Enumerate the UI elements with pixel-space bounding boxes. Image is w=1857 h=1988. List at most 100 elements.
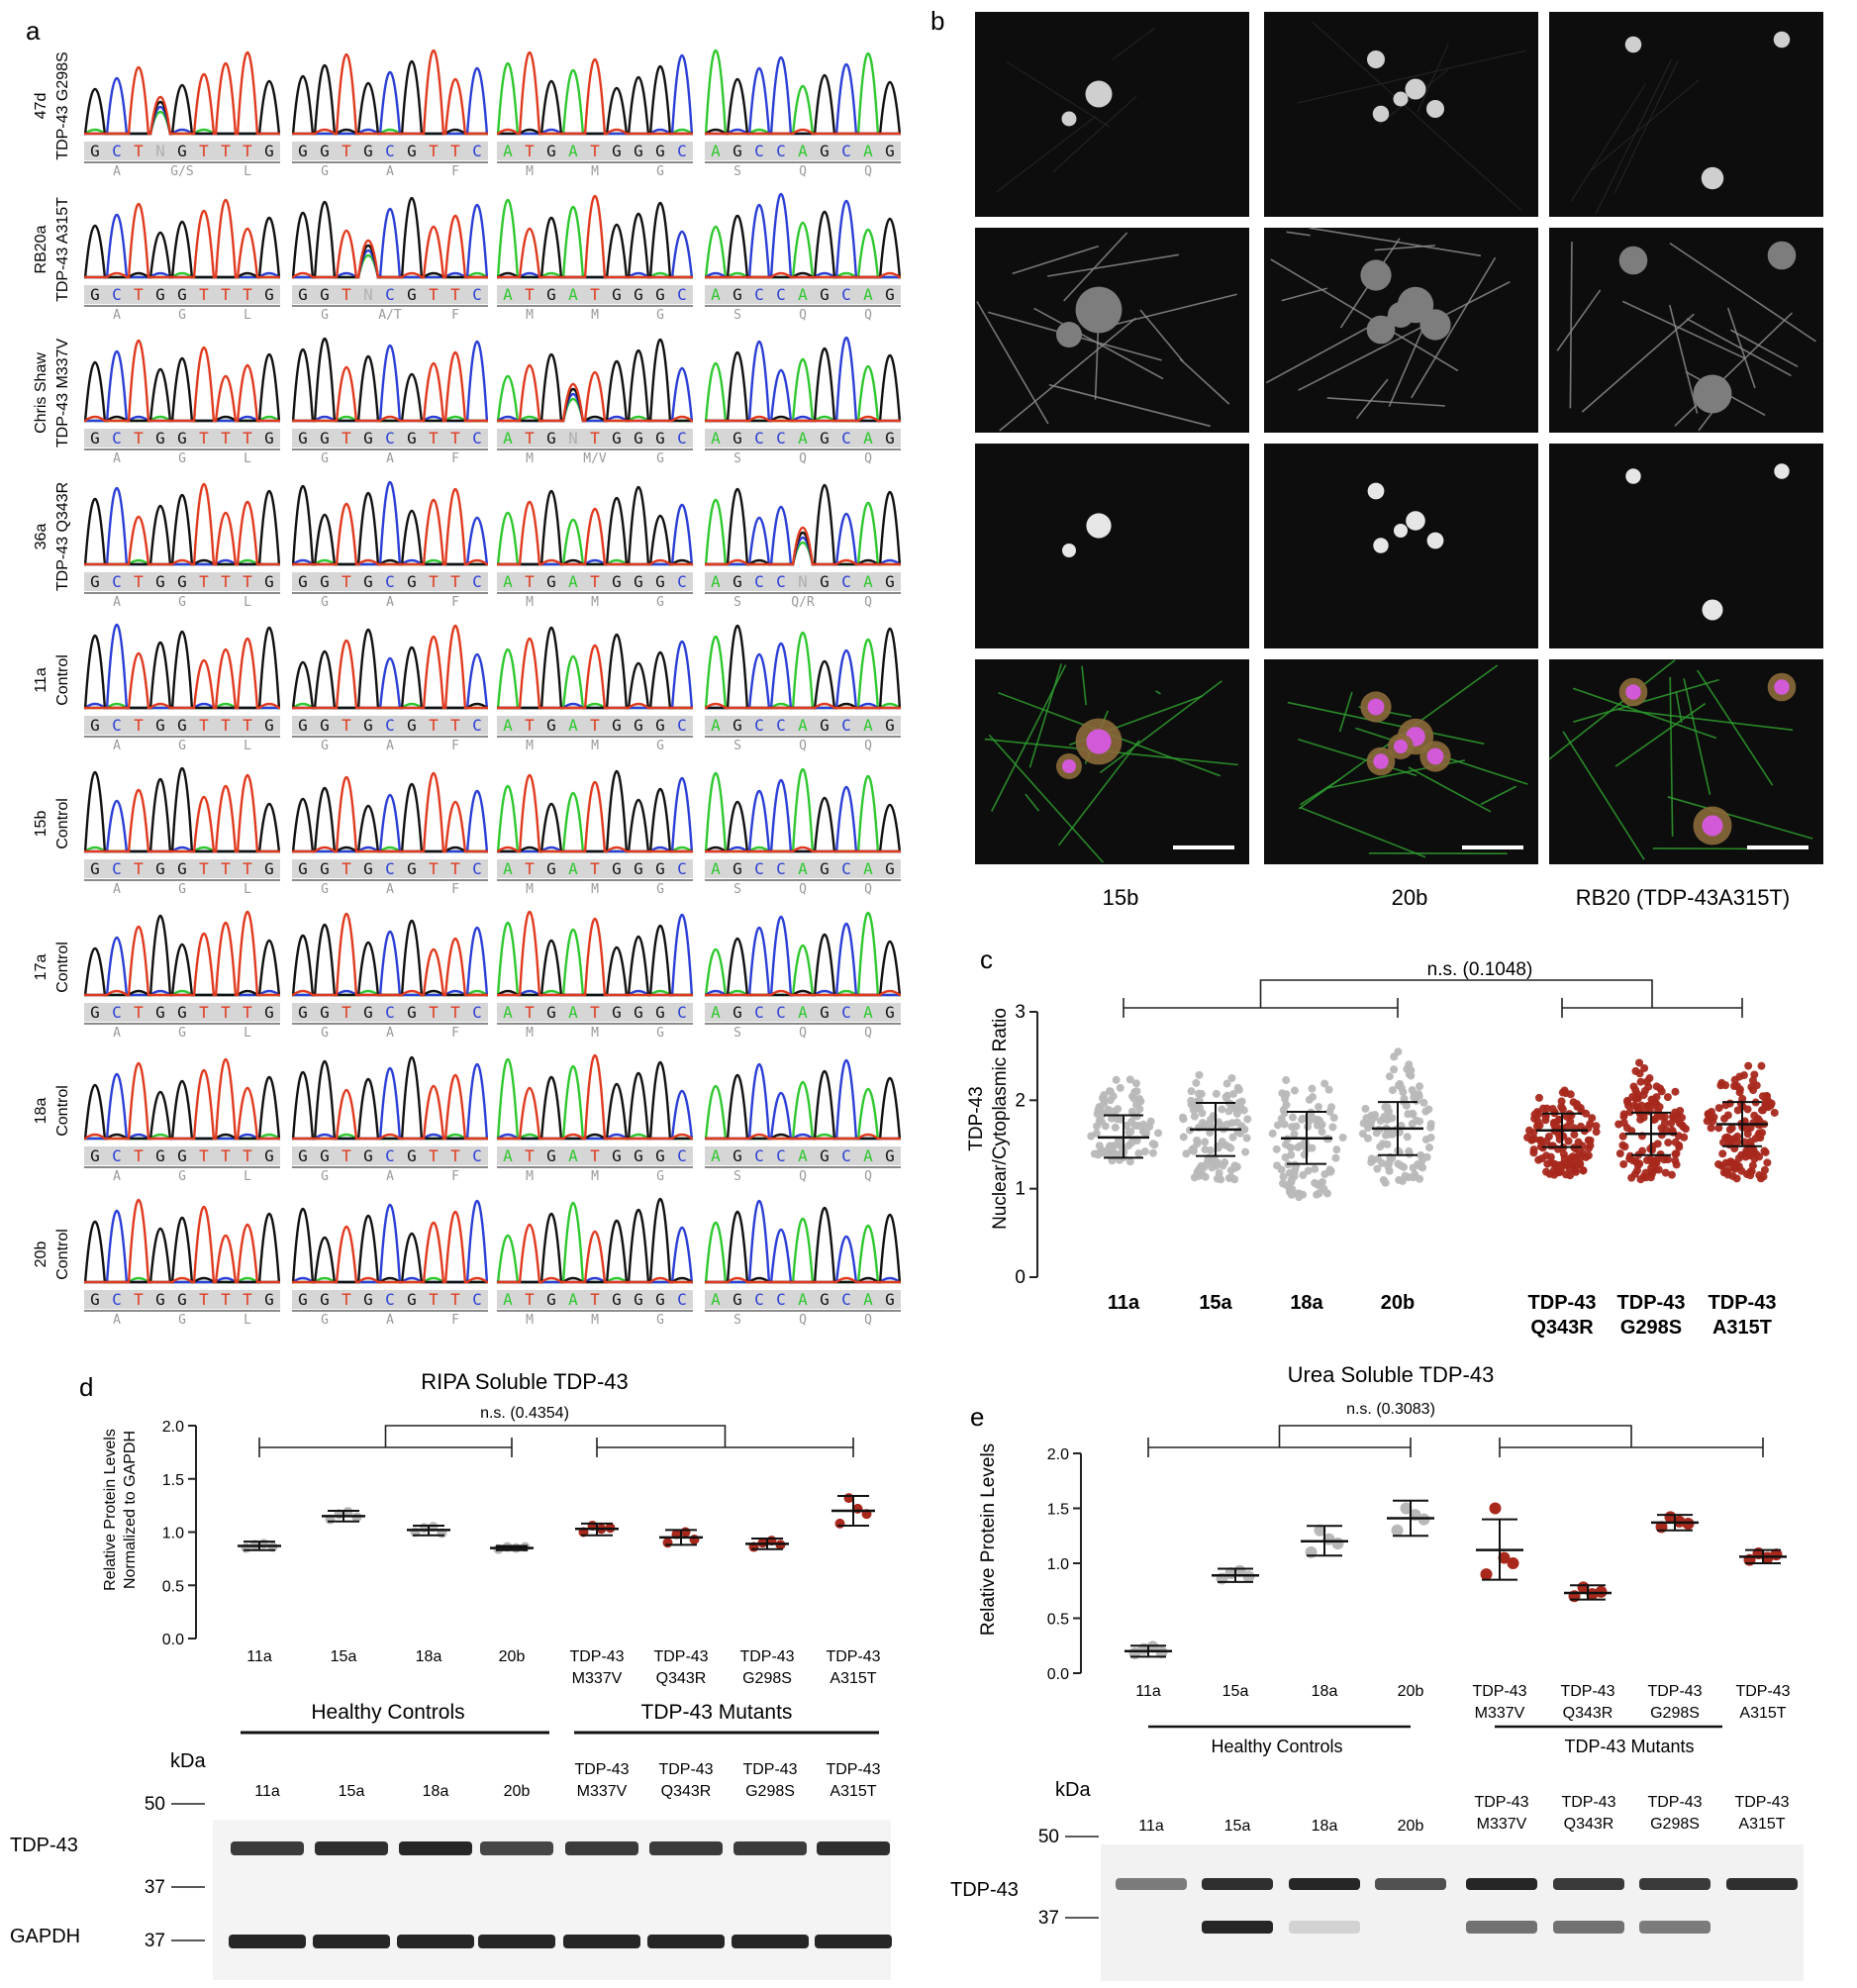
data-point	[1761, 1096, 1770, 1105]
base-call: G	[634, 859, 643, 878]
neurite	[1355, 378, 1389, 420]
data-point	[1657, 1112, 1666, 1121]
base-call: G	[733, 1146, 742, 1165]
base-call: G	[733, 429, 742, 447]
base-call: G	[264, 1003, 274, 1022]
x-tick-label: A315T	[1739, 1705, 1786, 1722]
data-point	[1729, 1163, 1738, 1172]
x-tick-label: 20b	[1381, 1292, 1415, 1314]
lane-label: 15a	[1224, 1818, 1251, 1835]
base-call: A	[568, 859, 578, 878]
y-axis-label-e-1: Relative Protein Levels	[978, 1443, 999, 1636]
amino-acid: Q	[864, 164, 872, 179]
amino-acid: G	[178, 308, 186, 323]
base-call: G	[177, 572, 187, 591]
base-call: A	[711, 1290, 721, 1309]
cell-nucleus	[1774, 463, 1790, 479]
base-call: C	[776, 716, 786, 735]
sample-name: Chris Shaw	[33, 352, 49, 434]
base-call: C	[754, 716, 764, 735]
base-call: G	[264, 716, 274, 735]
data-point	[1730, 1075, 1739, 1084]
amino-acid: F	[451, 308, 459, 323]
chromatogram-trace	[496, 374, 693, 423]
amino-acid: S	[733, 1026, 741, 1041]
chromatogram-trace	[705, 624, 902, 710]
data-point	[1390, 1065, 1399, 1074]
data-point	[1647, 1095, 1656, 1104]
data-point	[1748, 1161, 1757, 1170]
base-call: C	[841, 716, 851, 735]
data-point	[1725, 1126, 1734, 1135]
panel-letter-a: a	[26, 16, 41, 46]
blot-membrane	[1101, 1844, 1804, 1981]
base-call: T	[429, 1290, 439, 1309]
chromatogram-trace	[705, 845, 901, 853]
base-call: A	[863, 572, 873, 591]
base-call: T	[199, 142, 209, 160]
base-call: C	[841, 1003, 851, 1022]
base-call: A	[798, 1146, 808, 1165]
data-point	[1421, 1136, 1430, 1144]
neurite	[1669, 242, 1816, 343]
amino-acid: Q	[864, 1026, 872, 1041]
blot-band	[649, 1841, 723, 1855]
base-call: G	[298, 429, 308, 447]
sample-genotype: Control	[54, 942, 71, 993]
amino-acid: M	[591, 1169, 599, 1184]
x-tick-label: Q343R	[1530, 1317, 1594, 1339]
data-point	[1639, 1113, 1648, 1122]
data-point	[1402, 1101, 1411, 1110]
band-label: TDP-43	[10, 1835, 78, 1856]
data-point	[1378, 1158, 1387, 1167]
amino-acid: Q	[864, 1313, 872, 1328]
sequence-bar	[497, 859, 693, 878]
neurite	[1697, 669, 1774, 786]
data-point	[1224, 1173, 1233, 1182]
amino-acid: M	[591, 595, 599, 610]
base-call: G	[320, 716, 330, 735]
chromatogram-trace	[292, 66, 489, 136]
base-call: G	[155, 1290, 165, 1309]
neurite	[1683, 678, 1711, 795]
data-point	[1097, 1117, 1106, 1126]
base-call: G	[320, 429, 330, 447]
cell-soma	[1388, 302, 1414, 328]
base-call: T	[450, 1146, 460, 1165]
chromatogram-trace	[292, 912, 488, 997]
data-point	[1131, 1079, 1140, 1088]
data-point	[1098, 1148, 1107, 1157]
data-point	[834, 1518, 845, 1529]
data-point	[1371, 1111, 1380, 1120]
base-call: G	[733, 1003, 742, 1022]
data-point	[1154, 1129, 1163, 1138]
kda-label-e: kDa	[1055, 1779, 1091, 1801]
base-call: G	[298, 1003, 308, 1022]
base-call: C	[841, 429, 851, 447]
panel-letter-b: b	[930, 6, 944, 36]
x-tick-label: A315T	[830, 1670, 876, 1687]
panel-letter-e: e	[970, 1402, 984, 1432]
data-point	[662, 1538, 673, 1548]
base-call: G	[177, 716, 187, 735]
base-call: T	[525, 859, 535, 878]
amino-acid: S	[733, 451, 741, 466]
data-point	[1723, 1166, 1732, 1175]
data-point	[1647, 1163, 1656, 1172]
chromatogram-trace	[83, 217, 281, 279]
base-call: T	[525, 285, 535, 304]
neurite	[1047, 253, 1179, 277]
base-call: G	[177, 285, 187, 304]
sequence-bar	[292, 429, 488, 447]
micrograph-tile	[975, 228, 1249, 433]
base-call: T	[199, 859, 209, 878]
base-call: A	[568, 716, 578, 735]
chromatogram-trace	[84, 349, 280, 423]
base-call: C	[754, 142, 764, 160]
amino-acid: S	[733, 308, 741, 323]
chromatogram-trace	[497, 64, 693, 136]
neurite	[1099, 680, 1222, 774]
data-point	[342, 1507, 353, 1518]
blot-band	[229, 1935, 306, 1948]
